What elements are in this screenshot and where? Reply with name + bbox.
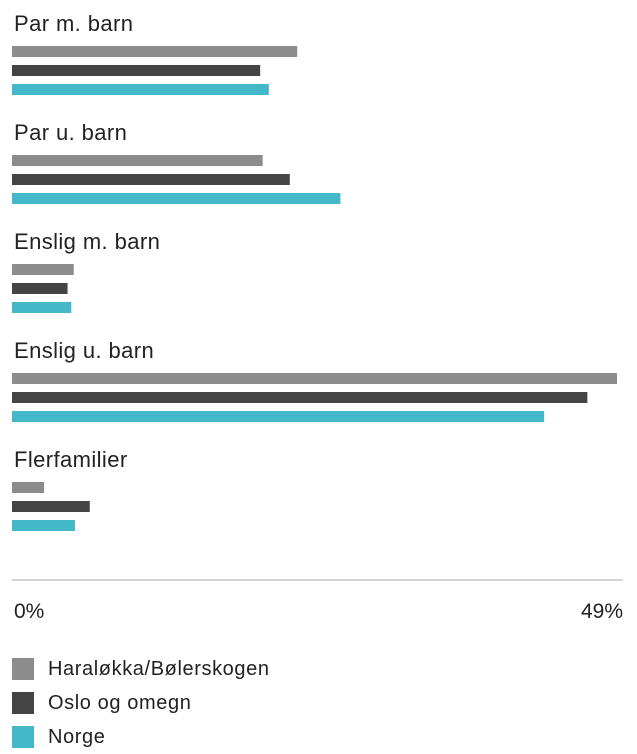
- x-tick-label: 49%: [581, 600, 623, 623]
- legend-swatch: [12, 658, 34, 680]
- legend-item: Haraløkka/Bølerskogen: [12, 652, 612, 686]
- bar: [12, 392, 588, 403]
- legend-item: Norge: [12, 720, 612, 754]
- bar: [12, 155, 263, 166]
- bar: [12, 411, 545, 422]
- x-tick-label: 0%: [14, 600, 44, 623]
- bar: [12, 482, 45, 493]
- legend-swatch: [12, 692, 34, 714]
- bar: [12, 46, 298, 57]
- bar: [12, 520, 75, 531]
- bar: [12, 501, 90, 512]
- legend-swatch: [12, 726, 34, 748]
- category-label: Par u. barn: [14, 120, 127, 145]
- bar: [12, 283, 68, 294]
- legend-item: Oslo og omegn: [12, 686, 612, 720]
- legend-label: Haraløkka/Bølerskogen: [48, 658, 270, 680]
- bar: [12, 174, 290, 185]
- category-label: Par m. barn: [14, 11, 133, 36]
- bar: [12, 302, 72, 313]
- bar: [12, 65, 261, 76]
- bar: [12, 264, 74, 275]
- category-label: Enslig m. barn: [14, 229, 160, 254]
- legend: Haraløkka/Bølerskogen Oslo og omegn Norg…: [12, 652, 612, 754]
- category-label: Enslig u. barn: [14, 338, 154, 363]
- bar-chart: Par m. barn Par u. barn Enslig m. barn Ensl…: [12, 11, 623, 623]
- legend-label: Oslo og omegn: [48, 692, 192, 714]
- legend-label: Norge: [48, 726, 106, 748]
- bar: [12, 193, 341, 204]
- category-label: Flerfamilier: [14, 447, 128, 472]
- bar: [12, 84, 269, 95]
- bar: [12, 373, 617, 384]
